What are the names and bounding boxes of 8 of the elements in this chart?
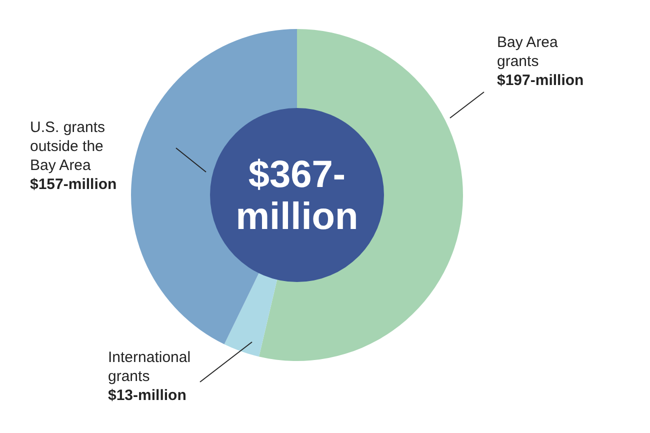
text: $367-million [236, 154, 358, 238]
slice-label: Bay Area grants [497, 34, 559, 70]
data-label: $197-million [497, 72, 584, 89]
slice-label: International grants [108, 349, 191, 385]
slice-label: U.S. grants outside the Bay Area [30, 119, 106, 174]
data-label: $13-million [108, 387, 186, 404]
donut-slice [224, 272, 278, 357]
data-label: $157-million [30, 176, 117, 193]
